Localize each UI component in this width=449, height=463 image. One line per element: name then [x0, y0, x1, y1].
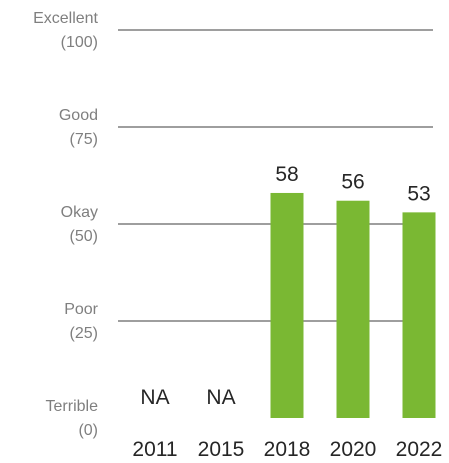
y-tick-label: Okay: [61, 204, 98, 221]
data-label: NA: [140, 386, 169, 409]
y-tick-label: Poor: [64, 301, 98, 318]
x-tick-label: 2020: [330, 438, 377, 461]
data-label: 53: [407, 182, 430, 205]
x-tick-label: 2018: [264, 438, 311, 461]
y-tick-value: (50): [70, 228, 98, 245]
y-tick-label: Good: [59, 107, 98, 124]
bar-2022: [402, 212, 436, 418]
y-tick-value: (25): [70, 325, 98, 342]
bar-2018: [270, 192, 304, 418]
y-tick-value: (100): [61, 34, 98, 51]
x-tick-label: 2015: [198, 438, 245, 461]
bar-2020: [336, 200, 370, 418]
y-tick-label: Excellent: [33, 10, 98, 27]
x-tick-label: 2022: [396, 438, 443, 461]
y-tick-label: Terrible: [46, 398, 99, 415]
y-tick-value: (0): [78, 422, 98, 439]
data-label: 56: [341, 171, 364, 194]
data-label: 58: [275, 163, 298, 186]
data-label: NA: [206, 386, 235, 409]
y-tick-value: (75): [70, 131, 98, 148]
x-tick-label: 2011: [132, 438, 177, 461]
